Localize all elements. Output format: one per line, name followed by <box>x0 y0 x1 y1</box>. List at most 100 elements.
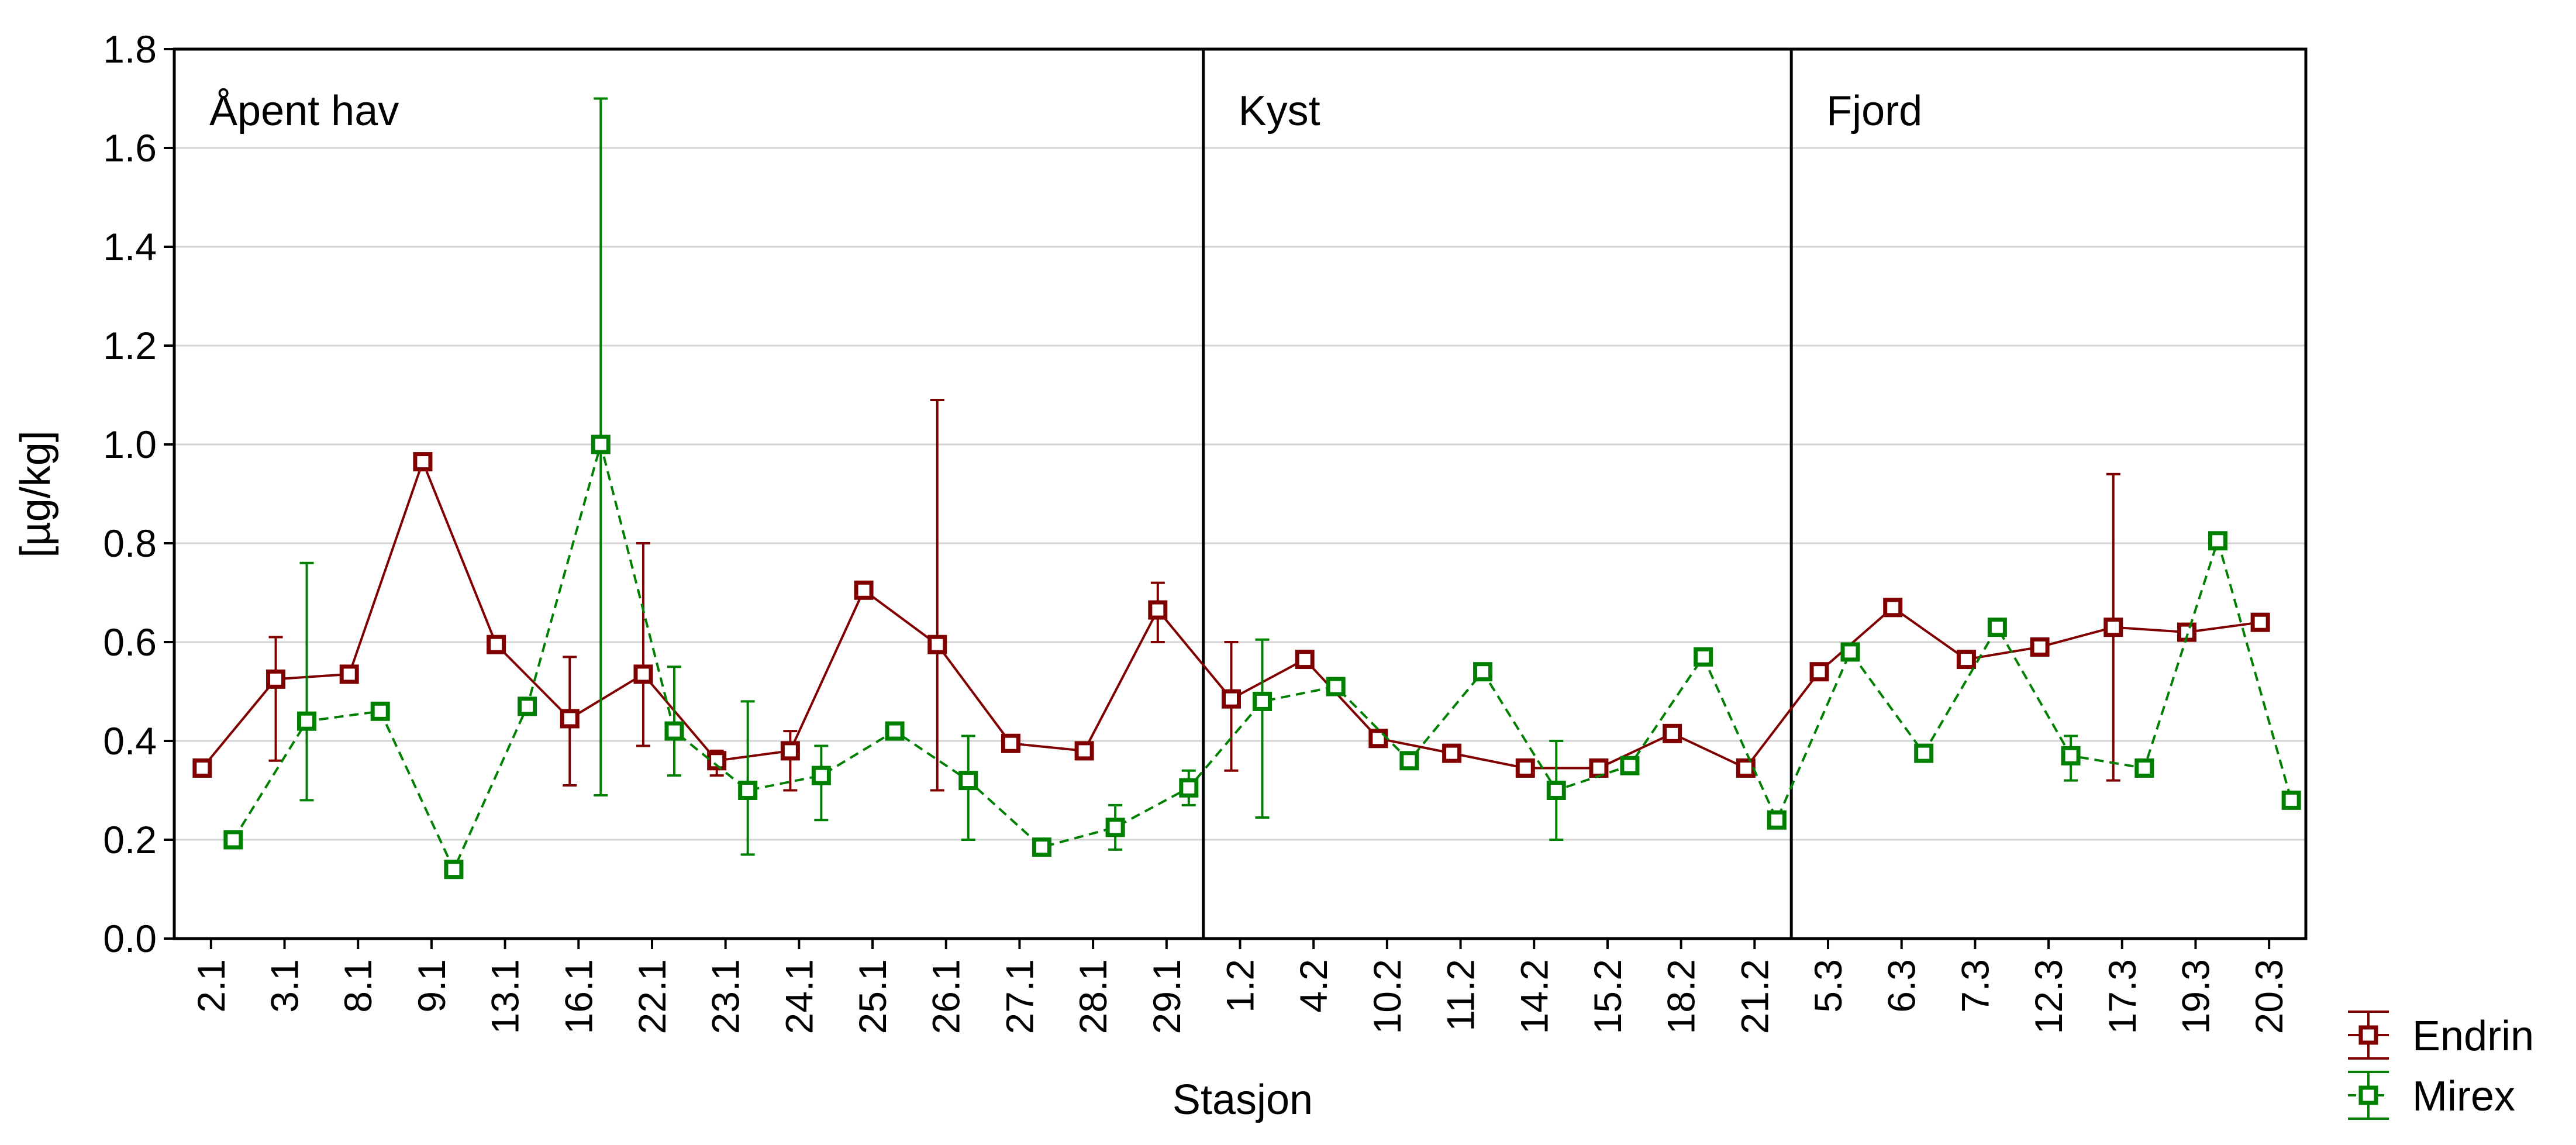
data-point <box>591 434 611 454</box>
data-point <box>1589 758 1609 778</box>
x-tick-label: 12.3 <box>2027 959 2070 1034</box>
x-tick-label: 7.3 <box>1953 959 1996 1013</box>
series-endrin <box>192 398 2270 792</box>
y-tick-label: 0.4 <box>103 719 157 763</box>
x-tick-label: 15.2 <box>1586 959 1629 1034</box>
data-point <box>633 664 653 684</box>
data-point <box>1840 642 1860 662</box>
data-point <box>1148 600 1168 620</box>
data-point <box>1767 810 1787 830</box>
data-point <box>297 711 317 731</box>
data-point <box>1914 743 1934 763</box>
data-point <box>1105 818 1125 837</box>
data-point <box>370 701 390 721</box>
region-label: Kyst <box>1239 88 1320 134</box>
x-axis-ticks: 2.1 3.1 8.1 9.1 13.1 16.1 22.1 23.1 24.1 25.1 26.1… <box>189 939 2291 1034</box>
x-tick-label: 27.1 <box>998 959 1041 1034</box>
x-tick-label: 25.1 <box>851 959 894 1034</box>
data-point <box>413 452 433 472</box>
data-point <box>2281 790 2301 810</box>
x-tick-label: 10.2 <box>1365 959 1409 1034</box>
data-point <box>927 634 947 654</box>
legend-label: Mirex <box>2412 1073 2515 1120</box>
x-tick-label: 26.1 <box>925 959 968 1034</box>
y-tick-label: 1.2 <box>103 324 157 367</box>
data-point <box>885 721 905 741</box>
y-tick-label: 0.8 <box>103 522 157 565</box>
x-tick-label: 23.1 <box>704 959 747 1034</box>
y-tick-label: 1.4 <box>103 225 157 268</box>
data-point <box>1253 691 1272 711</box>
y-tick-label: 0.2 <box>103 818 157 861</box>
data-point <box>1546 781 1566 800</box>
data-point <box>1809 662 1829 682</box>
data-point <box>2208 531 2227 551</box>
y-tick-label: 1.8 <box>103 27 157 71</box>
data-point <box>1368 729 1388 749</box>
data-point <box>1222 689 1241 709</box>
data-point <box>738 781 758 800</box>
x-tick-label: 17.3 <box>2101 959 2144 1034</box>
data-point <box>1987 618 2007 637</box>
region-label: Åpent hav <box>209 88 399 134</box>
data-point <box>2103 618 2123 637</box>
y-tick-label: 1.0 <box>103 423 157 466</box>
x-tick-label: 21.2 <box>1733 959 1776 1034</box>
region-label: Fjord <box>1826 88 1922 134</box>
series-mirex <box>223 97 2301 880</box>
x-tick-label: 19.3 <box>2174 959 2217 1034</box>
data-point <box>339 664 359 684</box>
data-point <box>1883 598 1903 618</box>
legend-marker <box>2358 1025 2378 1045</box>
data-point <box>1032 837 1051 857</box>
data-point <box>1663 723 1682 743</box>
data-point <box>2250 612 2270 632</box>
data-point <box>1326 677 1346 696</box>
data-point <box>560 709 580 729</box>
data-point <box>854 580 874 600</box>
data-point <box>1473 662 1493 682</box>
data-point <box>487 634 506 654</box>
series-line <box>232 440 2293 872</box>
data-point <box>1956 650 1976 670</box>
data-point <box>2134 758 2154 778</box>
data-point <box>2030 637 2050 657</box>
region-dividers: Åpent hav Kyst Fjord <box>209 49 1922 939</box>
legend-marker <box>2358 1085 2378 1105</box>
legend: Endrin Mirex <box>2348 1011 2534 1120</box>
x-tick-label: 3.1 <box>263 959 306 1013</box>
series-group <box>192 97 2301 880</box>
data-point <box>1399 751 1419 771</box>
y-tick-label: 1.6 <box>103 126 157 170</box>
y-axis-ticks: 0.0 0.2 0.4 0.6 0.8 1.0 1.2 1.4 1.6 1.8 <box>103 27 174 960</box>
grid-lines <box>174 147 2306 841</box>
data-point <box>1515 758 1535 778</box>
x-tick-label: 28.1 <box>1071 959 1115 1034</box>
plot-frame <box>173 47 2308 940</box>
data-point <box>664 721 684 741</box>
data-point <box>1442 743 1462 763</box>
y-tick-label: 0.6 <box>103 620 157 664</box>
data-point <box>1620 756 1640 775</box>
data-point <box>958 771 978 791</box>
data-point <box>1736 758 1756 778</box>
data-point <box>1074 741 1094 761</box>
x-tick-label: 11.2 <box>1439 959 1482 1032</box>
data-point <box>811 765 831 785</box>
legend-label: Endrin <box>2412 1013 2534 1060</box>
y-tick-label: 0.0 <box>103 917 157 960</box>
x-tick-label: 16.1 <box>557 959 600 1034</box>
x-tick-label: 1.2 <box>1219 959 1262 1013</box>
x-tick-label: 5.3 <box>1806 959 1850 1013</box>
x-tick-label: 8.1 <box>336 959 380 1013</box>
x-tick-label: 6.3 <box>1880 959 1923 1013</box>
x-tick-label: 9.1 <box>410 959 453 1013</box>
x-axis-label: Stasjon <box>1173 1077 1313 1123</box>
data-point <box>1295 650 1315 670</box>
x-tick-label: 20.3 <box>2247 959 2291 1034</box>
x-tick-label: 13.1 <box>484 959 527 1034</box>
x-tick-label: 4.2 <box>1292 959 1335 1013</box>
data-point <box>518 696 537 716</box>
data-point <box>192 758 212 778</box>
